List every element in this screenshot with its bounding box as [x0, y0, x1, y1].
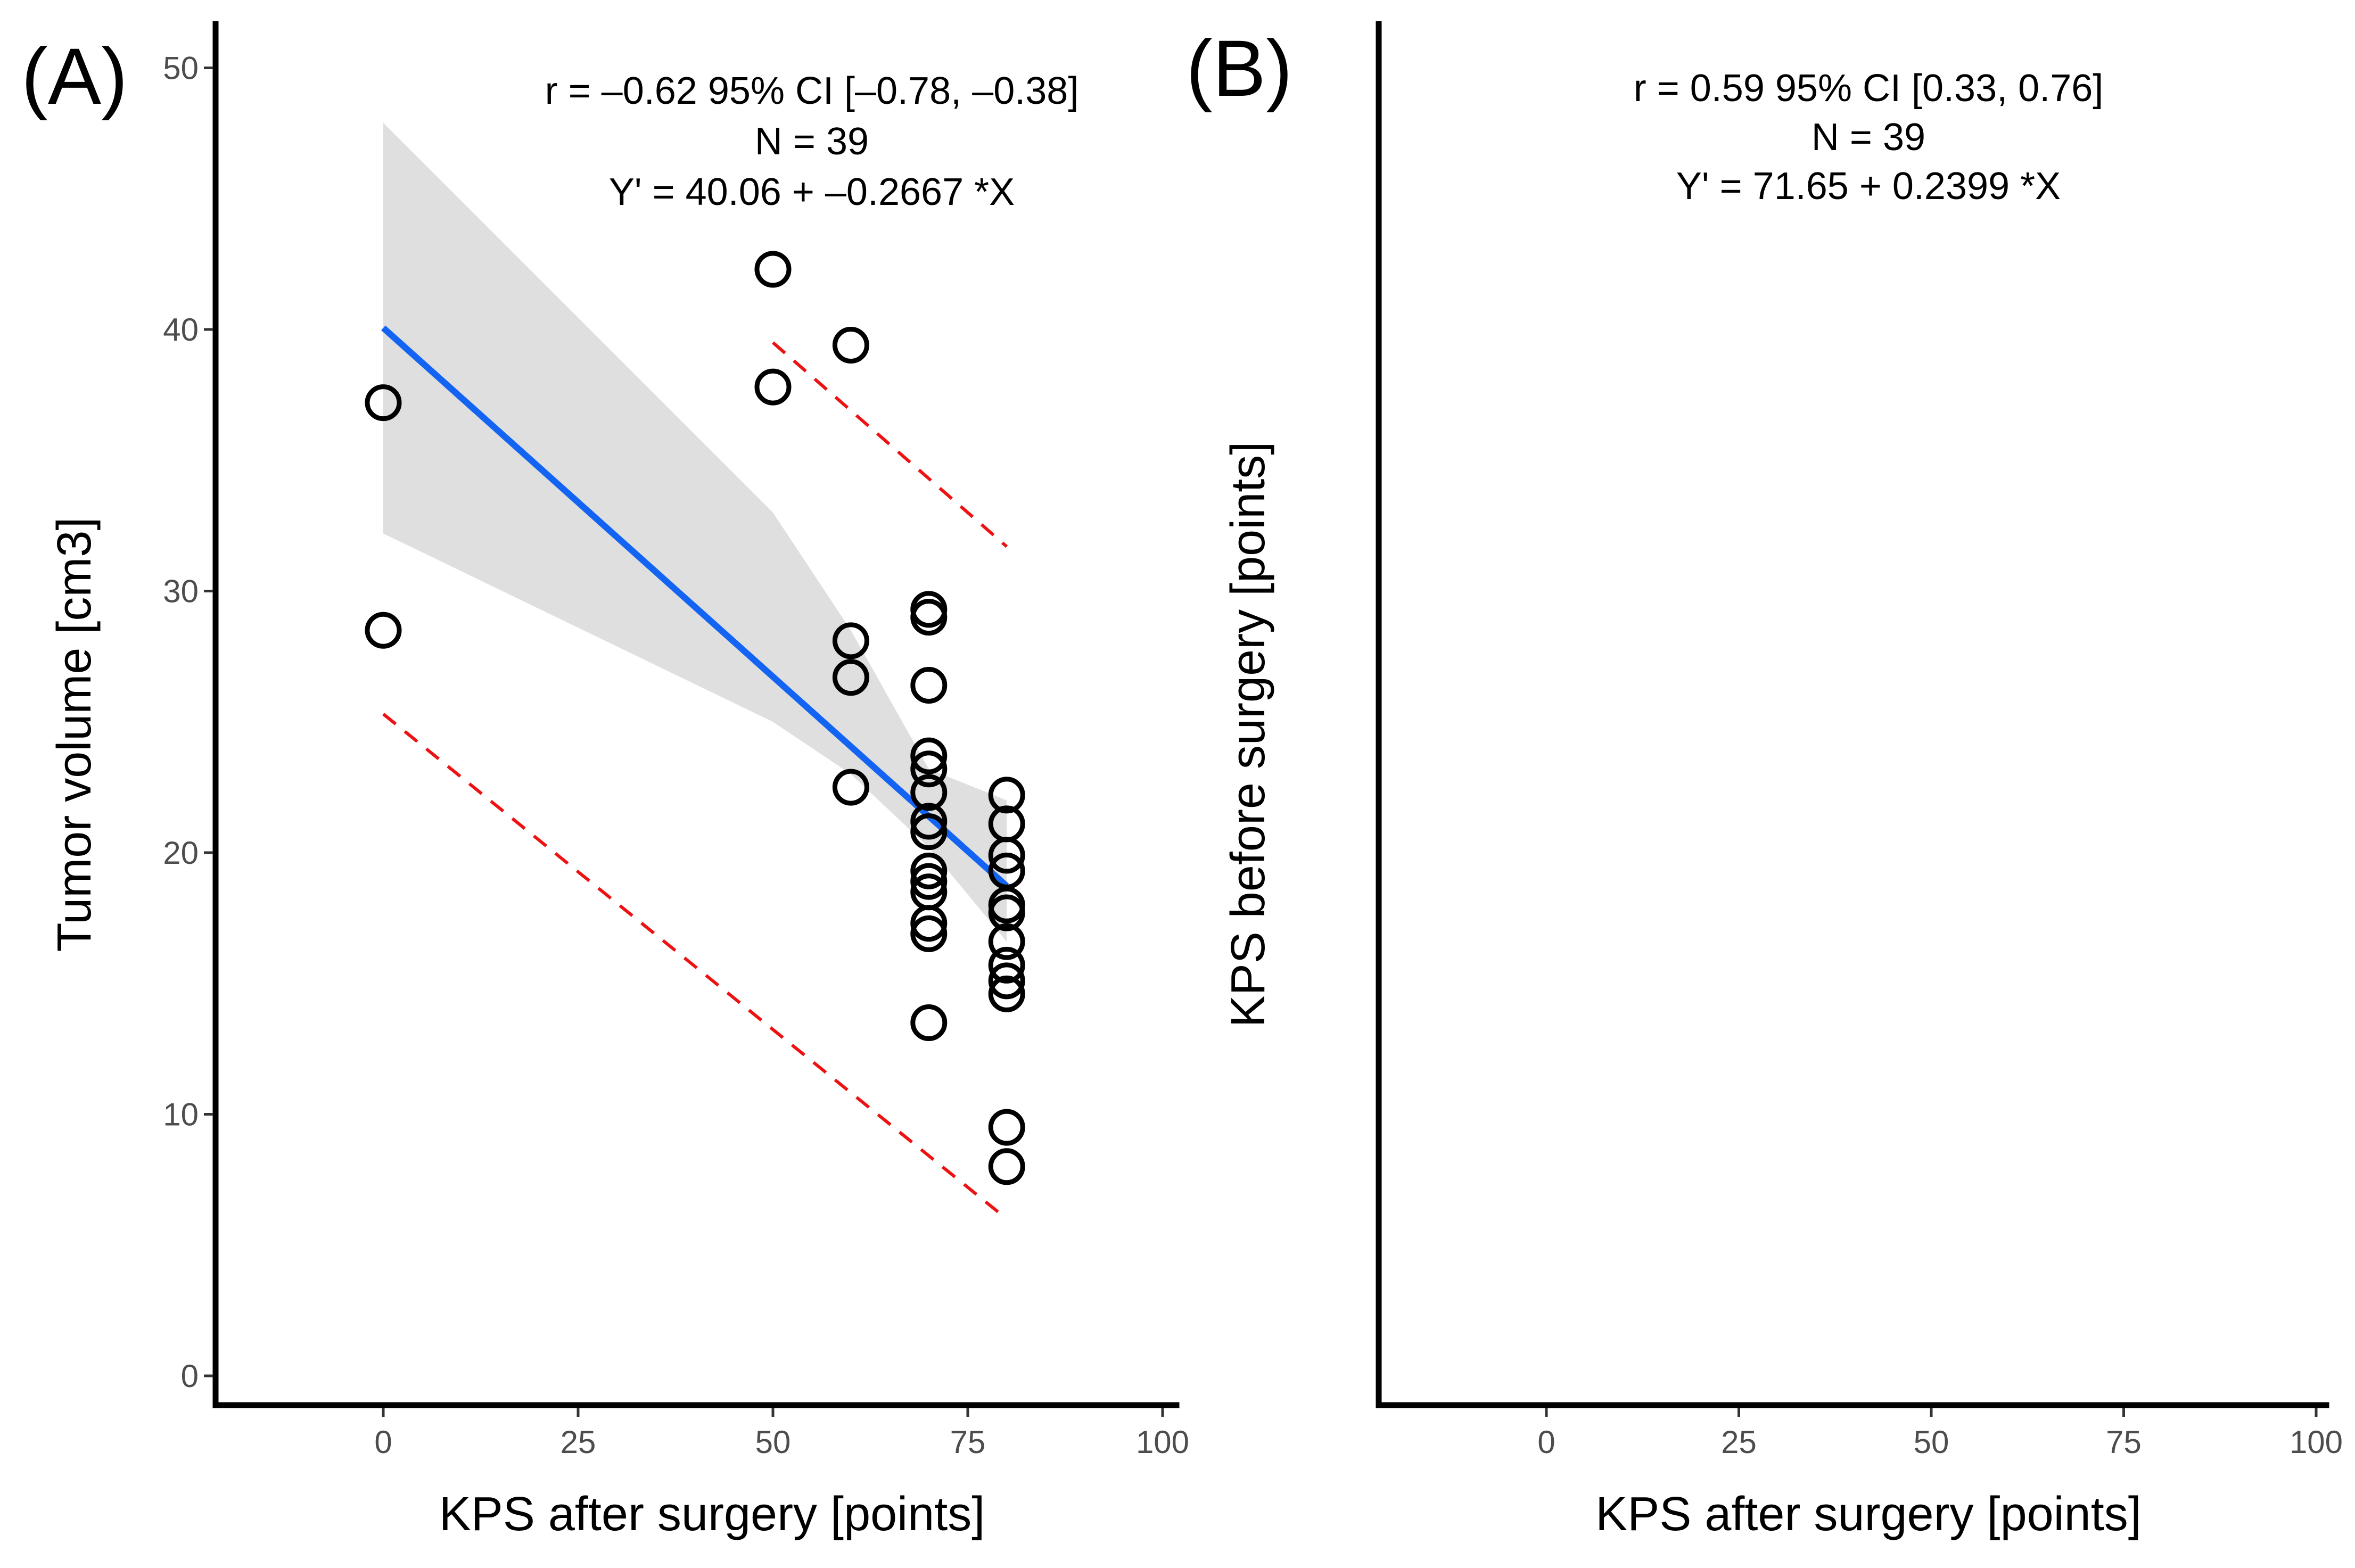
stats-annotation: N = 39 [755, 120, 869, 163]
panel-a: 0 25 50 75 100 0 10 20 30 40 50 KPS after surgery [… [21, 21, 1189, 1541]
x-tick-label: 0 [1537, 1424, 1555, 1460]
data-point [832, 326, 869, 364]
x-tick-label: 75 [2106, 1424, 2142, 1460]
data-point [832, 622, 869, 659]
y-tick-label: 40 [163, 312, 199, 348]
data-point [910, 1004, 948, 1041]
data-point [832, 659, 869, 696]
data-point [910, 774, 948, 811]
prediction-interval-lower [382, 713, 1008, 1220]
stats-annotation: Y' = 40.06 + –0.2667 *X [609, 171, 1015, 213]
stats-annotation: N = 39 [1811, 116, 1925, 159]
data-point [910, 737, 948, 774]
panel-label: (B) [1186, 23, 1292, 113]
data-point [988, 975, 1025, 1012]
x-axis-title: KPS after surgery [points] [439, 1488, 985, 1541]
data-point [988, 946, 1025, 984]
prediction-interval-upper [772, 341, 1008, 548]
data-point [832, 769, 869, 806]
y-tick-label: 0 [181, 1358, 199, 1394]
data-point [910, 599, 948, 636]
panel-label: (A) [21, 31, 128, 121]
x-tick-label: 25 [561, 1424, 596, 1460]
y-tick-label: 30 [163, 574, 199, 609]
data-point [910, 750, 948, 788]
data-point [910, 813, 948, 851]
x-axis-title: KPS after surgery [points] [1595, 1488, 2141, 1541]
data-point [910, 666, 948, 704]
panel-b: 0255075100708090100KPS after surgery [po… [1186, 21, 2343, 1541]
data-point [910, 915, 948, 952]
y-tick-label: 20 [163, 835, 199, 871]
stats-annotation: Y' = 71.65 + 0.2399 *X [1676, 165, 2061, 208]
x-tick-label: 50 [1914, 1424, 1949, 1460]
data-point [988, 1109, 1025, 1146]
data-point [988, 962, 1025, 1000]
data-point [754, 251, 792, 288]
data-point [910, 905, 948, 942]
data-point [910, 803, 948, 840]
data-point [988, 894, 1025, 931]
y-tick-label: 10 [163, 1097, 199, 1133]
x-tick-label: 25 [1721, 1424, 1757, 1460]
stats-annotation: r = 0.59 95% CI [0.33, 0.76] [1634, 67, 2104, 110]
stats-annotation: r = –0.62 95% CI [–0.78, –0.38] [545, 70, 1079, 112]
data-point [365, 384, 402, 422]
x-tick-label: 0 [374, 1424, 392, 1460]
y-axis-title: KPS before surgery [points] [1222, 442, 1275, 1028]
data-point [910, 863, 948, 900]
x-tick-label: 75 [950, 1424, 986, 1460]
data-point [754, 368, 792, 406]
data-point [988, 837, 1025, 874]
data-point [365, 612, 402, 649]
regression-line [381, 325, 1009, 889]
y-axis-title: Tumor volume [cm3] [48, 517, 101, 952]
data-point [910, 852, 948, 889]
data-point [988, 777, 1025, 814]
data-point [988, 1148, 1025, 1185]
x-tick-label: 50 [755, 1424, 791, 1460]
confidence-band [383, 122, 1007, 942]
x-tick-label: 100 [1136, 1424, 1189, 1460]
data-point [988, 923, 1025, 960]
y-tick-label: 50 [163, 51, 199, 86]
x-tick-label: 100 [2290, 1424, 2343, 1460]
